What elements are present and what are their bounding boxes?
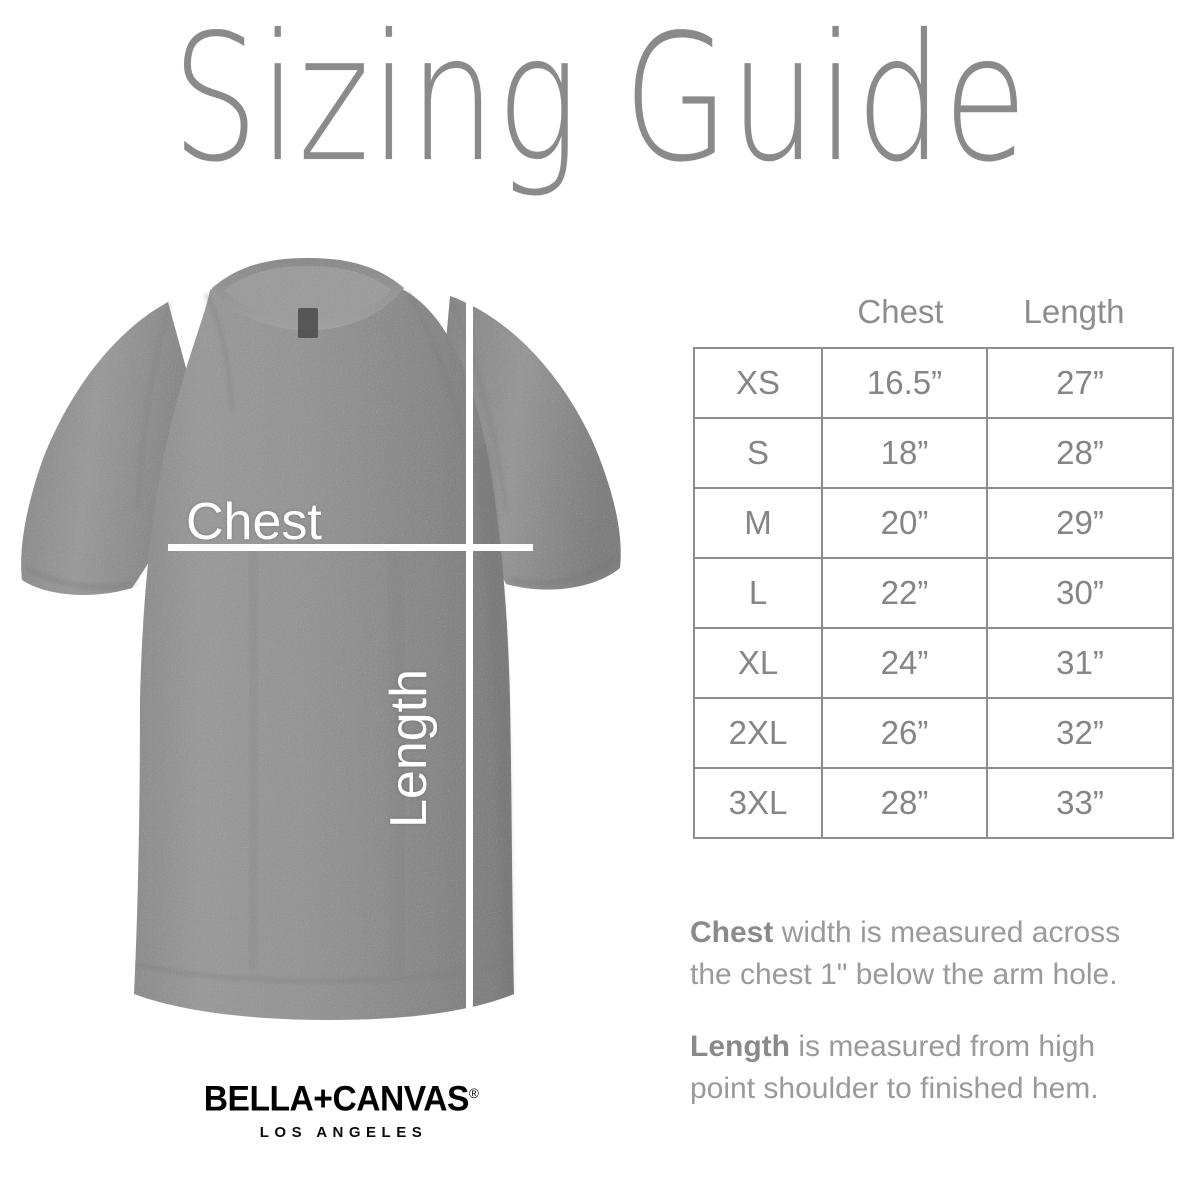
- size-table-container: Chest Length XS 16.5” 27” S 18” 28” M 20” 29” L 22…: [693, 295, 1174, 839]
- cell-size: S: [693, 417, 823, 489]
- table-row: XS 16.5” 27”: [693, 347, 1174, 419]
- size-table-headers: Chest Length: [693, 295, 1166, 347]
- cell-length: 33”: [986, 767, 1174, 839]
- cell-chest: 26”: [821, 697, 988, 769]
- cell-chest: 24”: [821, 627, 988, 699]
- length-measure-line: [466, 276, 473, 1013]
- size-table-body: XS 16.5” 27” S 18” 28” M 20” 29” L 22” 30” XL 24” 31” 2…: [693, 347, 1174, 839]
- table-row: 3XL 28” 33”: [693, 767, 1174, 839]
- cell-size: L: [693, 557, 823, 629]
- cell-size: 2XL: [693, 697, 823, 769]
- cell-size: XL: [693, 627, 823, 699]
- cell-size: M: [693, 487, 823, 559]
- note-chest-text: width is measured across the chest 1" be…: [690, 916, 1121, 991]
- brand-wordmark-text: BELLA+CANVAS®: [204, 1075, 479, 1118]
- cell-chest: 22”: [821, 557, 988, 629]
- measurement-notes: Chest width is measured across the chest…: [690, 912, 1160, 1110]
- size-table: XS 16.5” 27” S 18” 28” M 20” 29” L 22” 30” XL 24” 31” 2…: [693, 347, 1174, 839]
- cell-chest: 16.5”: [821, 347, 988, 419]
- note-length: Length is measured from high point shoul…: [690, 1026, 1160, 1110]
- brand-location-text: LOS ANGELES: [259, 1123, 428, 1141]
- note-chest: Chest width is measured across the chest…: [690, 912, 1160, 996]
- note-length-text: is measured from high point shoulder to …: [690, 1030, 1099, 1105]
- chest-measure-line: [168, 544, 533, 551]
- cell-chest: 28”: [821, 767, 988, 839]
- table-row: L 22” 30”: [693, 557, 1174, 629]
- cell-length: 30”: [986, 557, 1174, 629]
- brand-logo: BELLA+CANVAS® LOS ANGELES: [176, 1070, 506, 1146]
- table-header-length: Length: [1023, 293, 1125, 330]
- cell-chest: 18”: [821, 417, 988, 489]
- table-row: 2XL 26” 32”: [693, 697, 1174, 769]
- cell-length: 32”: [986, 697, 1174, 769]
- registered-trademark-icon: ®: [468, 1085, 479, 1102]
- cell-length: 27”: [986, 347, 1174, 419]
- page-title: Sizing Guide: [171, 0, 1029, 201]
- cell-size: XS: [693, 347, 823, 419]
- table-row: S 18” 28”: [693, 417, 1174, 489]
- brand-name: BELLA+CANVAS: [203, 1079, 470, 1119]
- cell-length: 31”: [986, 627, 1174, 699]
- cell-chest: 20”: [821, 487, 988, 559]
- cell-size: 3XL: [693, 767, 823, 839]
- table-row: XL 24” 31”: [693, 627, 1174, 699]
- length-measure-label: Length: [380, 668, 438, 828]
- cell-length: 29”: [986, 487, 1174, 559]
- note-length-term: Length: [690, 1030, 790, 1063]
- table-row: M 20” 29”: [693, 487, 1174, 559]
- chest-measure-label: Chest: [186, 493, 322, 551]
- tshirt-illustration: [0, 250, 680, 1040]
- cell-length: 28”: [986, 417, 1174, 489]
- table-header-chest: Chest: [857, 293, 944, 330]
- note-chest-term: Chest: [690, 916, 774, 949]
